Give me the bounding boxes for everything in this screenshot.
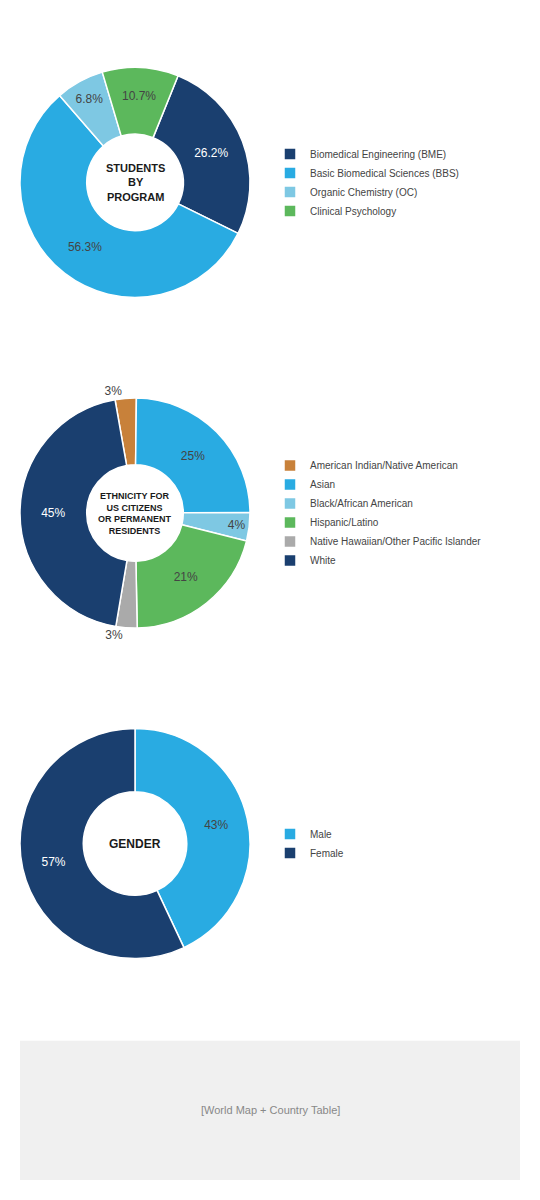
svg-text:57%: 57%	[41, 855, 65, 869]
svg-text:3%: 3%	[105, 628, 123, 642]
svg-text:26.2%: 26.2%	[194, 146, 228, 160]
svg-text:6.8%: 6.8%	[76, 92, 104, 106]
svg-text:Basic Biomedical Sciences (BBS: Basic Biomedical Sciences (BBS)	[310, 168, 459, 179]
svg-text:45%: 45%	[41, 506, 65, 520]
svg-text:GENDER: GENDER	[109, 837, 161, 851]
svg-text:10.7%: 10.7%	[122, 89, 156, 103]
svg-text:Black/African American: Black/African American	[310, 498, 413, 509]
svg-text:56.3%: 56.3%	[68, 240, 102, 254]
svg-text:Hispanic/Latino: Hispanic/Latino	[310, 517, 379, 528]
svg-text:21%: 21%	[174, 570, 198, 584]
svg-text:Biomedical Engineering (BME): Biomedical Engineering (BME)	[310, 149, 446, 160]
svg-text:American Indian/Native America: American Indian/Native American	[310, 460, 458, 471]
svg-text:Female: Female	[310, 848, 344, 859]
svg-text:4%: 4%	[228, 518, 246, 532]
svg-text:ETHNICITY FORUS CITIZENSOR PER: ETHNICITY FORUS CITIZENSOR PERMANENTRESI…	[98, 491, 172, 536]
svg-text:3%: 3%	[104, 384, 122, 398]
svg-text:Organic Chemistry (OC): Organic Chemistry (OC)	[310, 187, 417, 198]
svg-text:Male: Male	[310, 829, 332, 840]
svg-text:25%: 25%	[181, 449, 205, 463]
svg-text:Clinical Psychology: Clinical Psychology	[310, 206, 396, 217]
svg-text:[World Map + Country Table]: [World Map + Country Table]	[201, 1104, 340, 1116]
svg-text:STUDENTSBYPROGRAM: STUDENTSBYPROGRAM	[106, 162, 165, 203]
svg-text:Native Hawaiian/Other Pacific: Native Hawaiian/Other Pacific Islander	[310, 536, 481, 547]
svg-text:43%: 43%	[204, 818, 228, 832]
svg-text:White: White	[310, 555, 336, 566]
svg-text:Asian: Asian	[310, 479, 335, 490]
